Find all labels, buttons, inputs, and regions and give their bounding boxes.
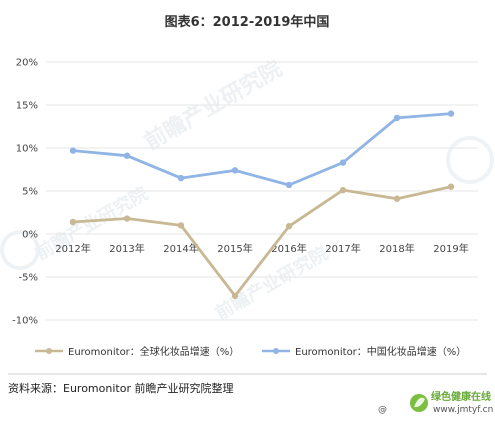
legend-item-china: Euromonitor：中国化妆品增速（%） bbox=[262, 345, 466, 358]
chart-title: 图表6：2012-2019年中国 bbox=[165, 14, 330, 30]
data-point bbox=[447, 110, 455, 117]
series-line-0 bbox=[71, 185, 453, 298]
x-tick-label: 2015年 bbox=[217, 242, 252, 255]
y-tick-label: 0% bbox=[22, 230, 38, 241]
x-tick-label: 2019年 bbox=[433, 242, 468, 255]
grid bbox=[46, 61, 478, 321]
data-point bbox=[285, 223, 293, 230]
watermark: 前瞻产业研究院 前瞻产业研究院 前瞻产业研究院 bbox=[0, 56, 494, 324]
legend-marker-china bbox=[273, 348, 279, 354]
data-point bbox=[447, 183, 455, 190]
site-badge: @ 绿色健康在线 www.jmtyf.cn bbox=[378, 390, 493, 415]
x-axis-ticks: 2012年 2013年 2014年 2015年 2016年 2017年 2018年 2019年 bbox=[55, 242, 468, 255]
x-tick-label: 2012年 bbox=[55, 242, 90, 255]
x-tick-label: 2018年 bbox=[379, 242, 414, 255]
data-point bbox=[123, 215, 131, 222]
y-axis-ticks: 20% 15% 10% 5% 0% -5% -10% bbox=[12, 58, 38, 327]
legend-label-global: Euromonitor：全球化妆品增速（%） bbox=[68, 345, 239, 358]
y-tick-label: -5% bbox=[19, 273, 38, 284]
data-point bbox=[177, 222, 185, 229]
y-tick-label: 20% bbox=[16, 58, 38, 69]
x-tick-label: 2013年 bbox=[109, 242, 144, 255]
y-tick-label: -10% bbox=[12, 316, 38, 327]
x-tick-label: 2014年 bbox=[163, 242, 198, 255]
badge-at-symbol: @ bbox=[378, 405, 387, 415]
legend-label-china: Euromonitor：中国化妆品增速（%） bbox=[295, 345, 466, 358]
y-tick-label: 5% bbox=[22, 187, 38, 198]
data-point bbox=[231, 292, 239, 300]
badge-brand-text: 绿色健康在线 bbox=[431, 390, 491, 403]
data-point bbox=[393, 114, 401, 122]
badge-url-text: www.jmtyf.cn bbox=[433, 405, 493, 415]
x-tick-label: 2017年 bbox=[325, 242, 360, 255]
series-lines bbox=[69, 110, 455, 300]
data-point bbox=[231, 167, 239, 174]
y-tick-label: 15% bbox=[16, 101, 38, 112]
data-point bbox=[177, 174, 185, 182]
data-point bbox=[339, 186, 347, 194]
data-point bbox=[393, 195, 401, 202]
source-note: 资料来源：Euromonitor 前瞻产业研究院整理 bbox=[8, 381, 233, 395]
data-point bbox=[69, 218, 77, 226]
data-point bbox=[339, 159, 347, 166]
data-point bbox=[285, 181, 293, 189]
x-tick-label: 2016年 bbox=[271, 242, 306, 255]
legend-item-global: Euromonitor：全球化妆品增速（%） bbox=[35, 345, 239, 358]
y-tick-label: 10% bbox=[16, 144, 38, 155]
data-point bbox=[123, 152, 131, 159]
data-point bbox=[69, 147, 77, 154]
legend-marker-global bbox=[46, 348, 52, 354]
series-line-1 bbox=[71, 112, 453, 187]
legend: Euromonitor：全球化妆品增速（%） Euromonitor：中国化妆品… bbox=[35, 345, 466, 358]
leaf-shape-icon bbox=[414, 397, 425, 408]
